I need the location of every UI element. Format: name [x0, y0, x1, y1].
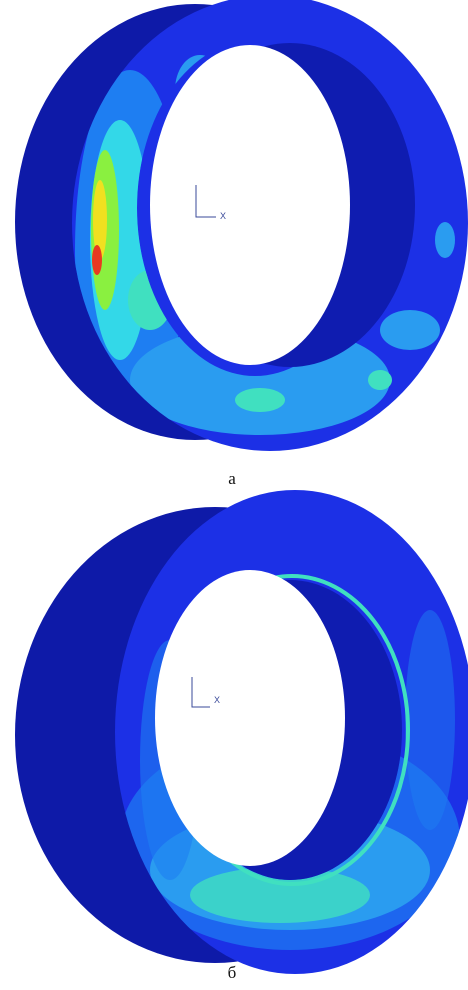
axis-triad — [195, 185, 216, 218]
panel-b: X б — [15, 490, 468, 982]
caption: а — [228, 469, 236, 488]
axis-label: X — [220, 211, 226, 221]
caption: б — [228, 963, 237, 982]
axis-triad — [191, 677, 210, 708]
panel-a: X а — [15, 0, 468, 488]
bore — [155, 570, 345, 866]
bore — [150, 45, 350, 365]
axis-label: X — [214, 695, 220, 705]
